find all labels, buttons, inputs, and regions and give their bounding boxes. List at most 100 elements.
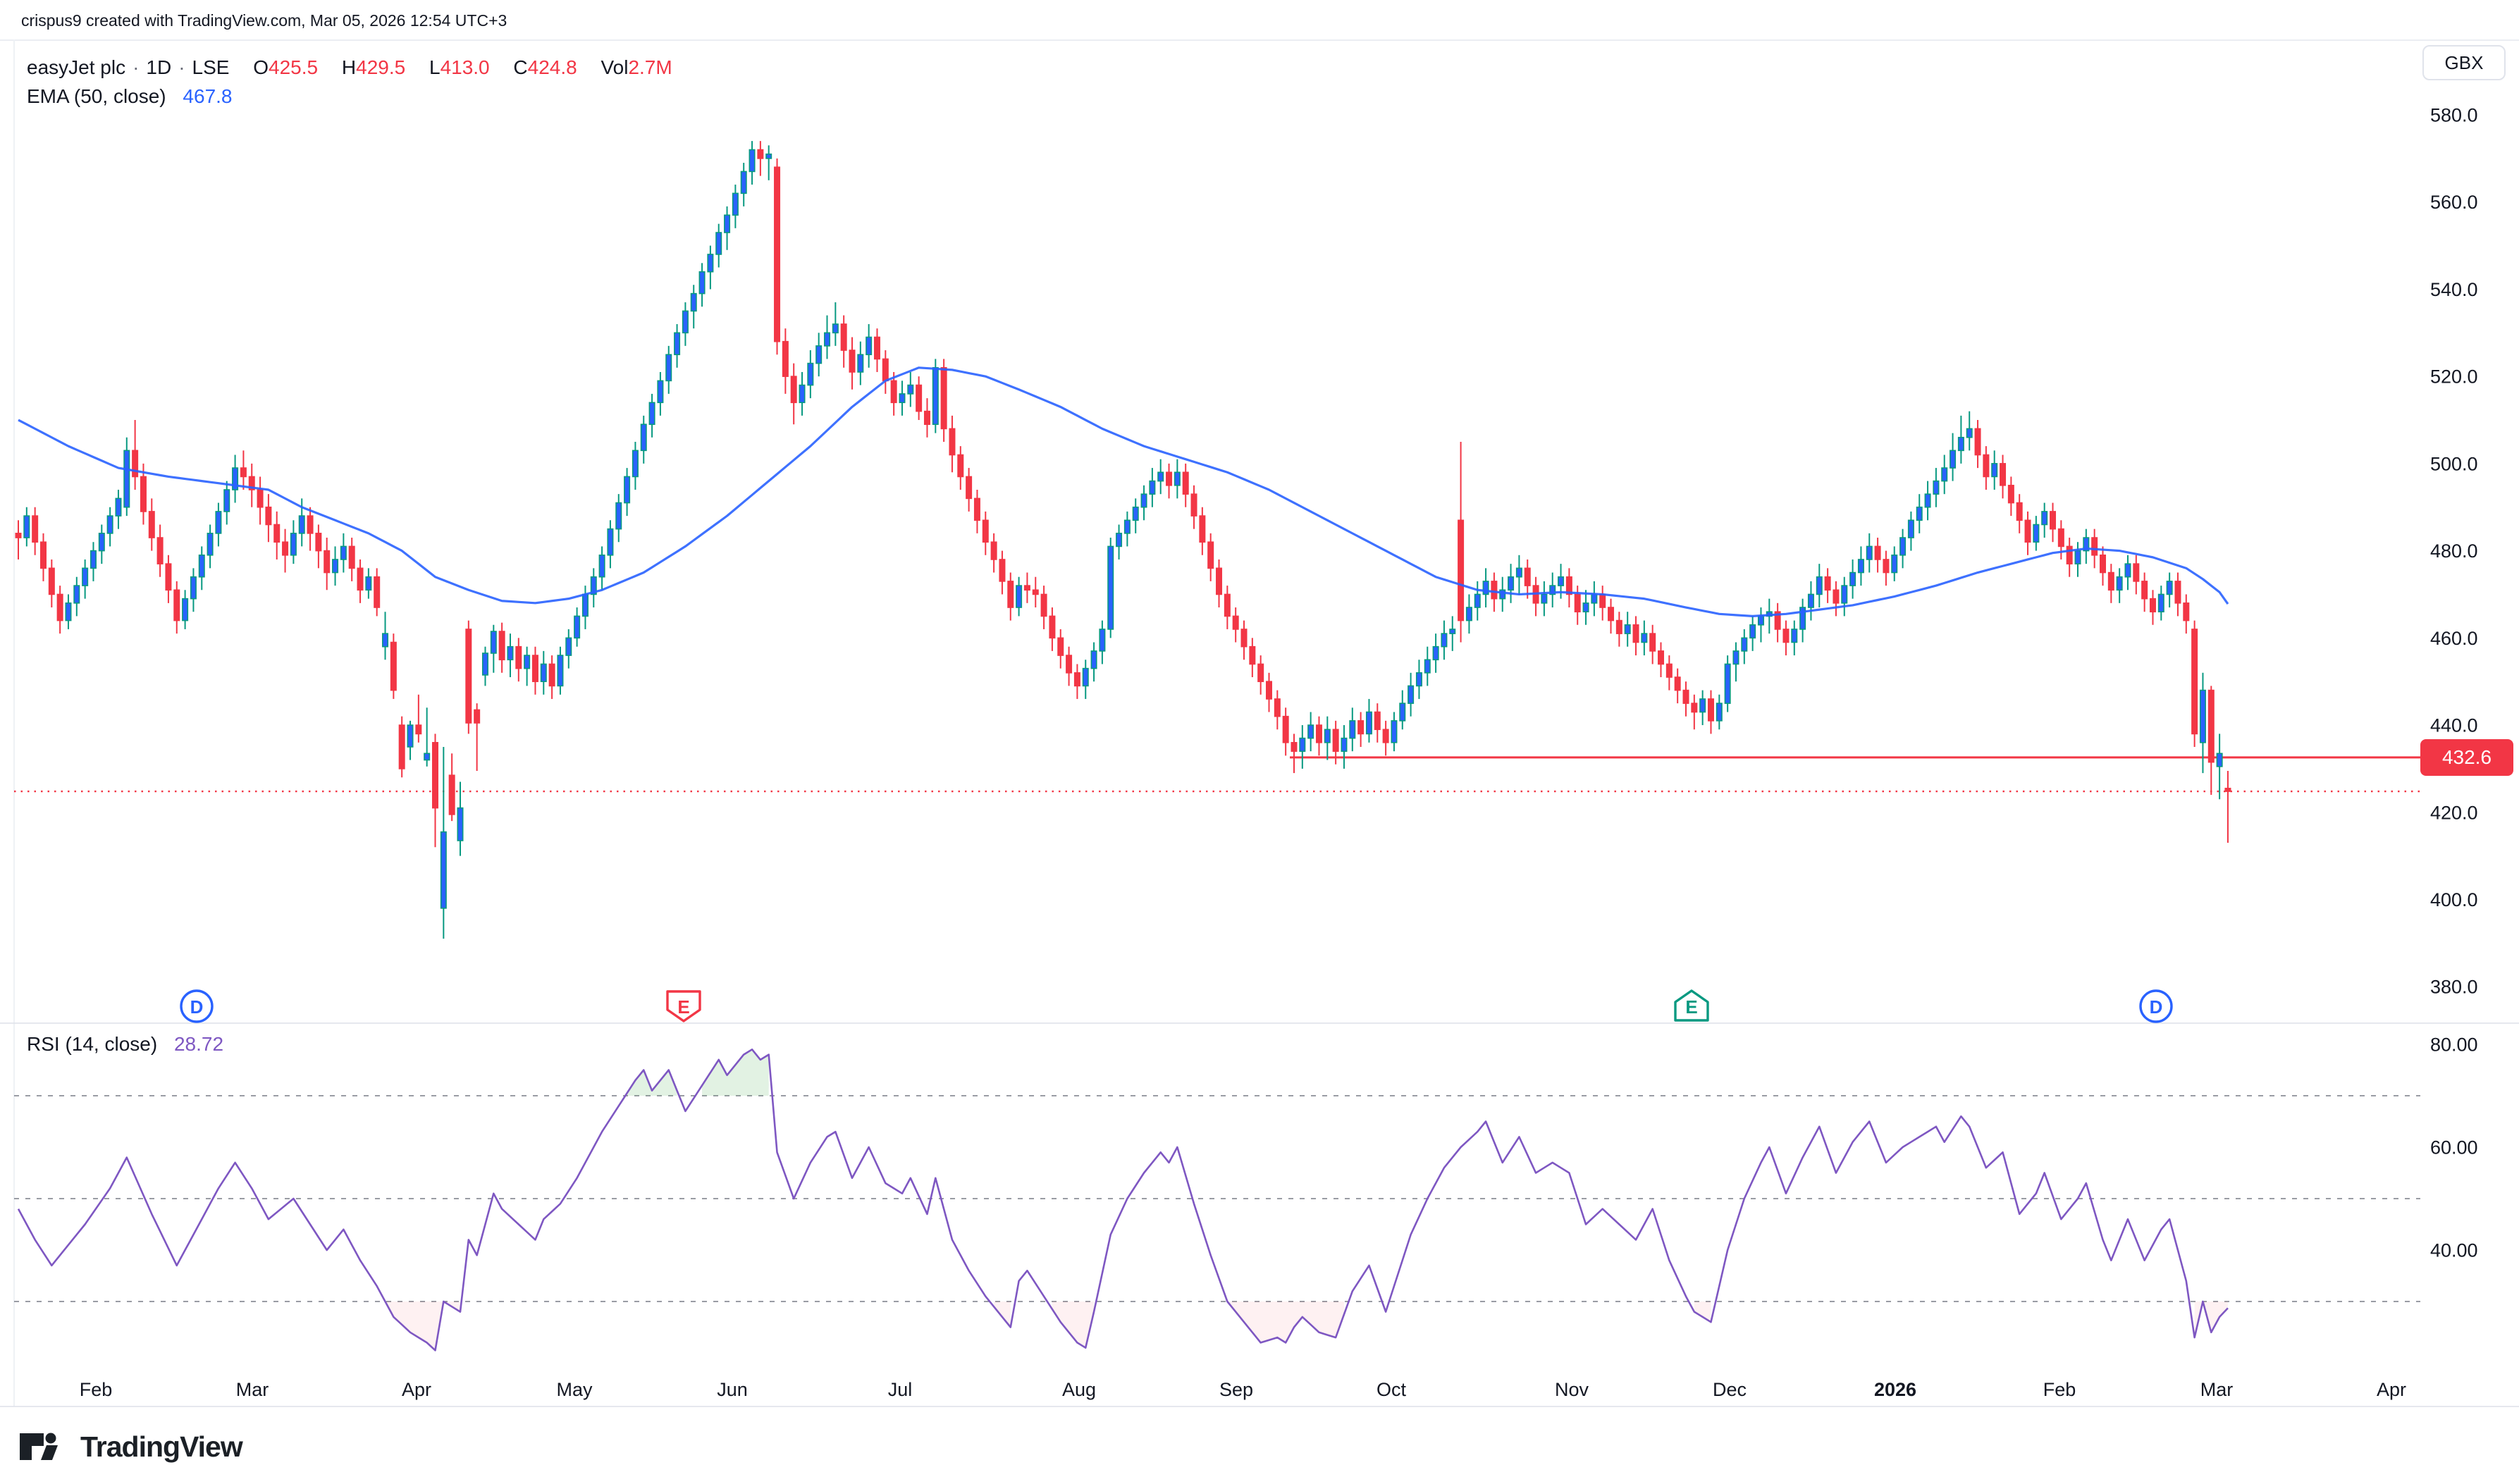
time-axis[interactable]: Feb Mar Apr May Jun Jul Aug Sep Oct Nov Dec 2026 Feb… [80, 1379, 2406, 1400]
candle-body [2100, 554, 2107, 574]
candle-body [849, 350, 856, 373]
candle-body [1933, 480, 1940, 495]
candle-body [1950, 450, 1957, 469]
candle-body [581, 593, 589, 617]
candle-body [832, 323, 839, 334]
candle-body [1123, 519, 1131, 534]
candle-body [2016, 502, 2023, 521]
candle-body [1966, 428, 1973, 438]
candle-body [307, 515, 314, 534]
low-value: 413.0 [440, 56, 490, 78]
candle-body [324, 550, 331, 574]
candle-body [1365, 711, 1372, 735]
close-label: C424.8 [513, 56, 577, 78]
candle-body [2183, 602, 2190, 622]
candle-body [1207, 541, 1214, 569]
candle-body [1324, 729, 1331, 743]
ema-legend[interactable]: EMA (50, close) 467.8 [27, 85, 233, 108]
candle-body [765, 153, 772, 159]
candle-body [807, 362, 814, 386]
candle-body [1174, 471, 1181, 486]
candle-body [515, 645, 522, 669]
candle-body [98, 533, 105, 552]
attribution-text: crispus9 created with TradingView.com, M… [21, 11, 507, 30]
candle-body [799, 384, 806, 404]
marker-letter: E [1685, 996, 1697, 1018]
candle-body [507, 645, 514, 661]
candle-body [1149, 480, 1156, 495]
candle-body [782, 340, 789, 377]
candle-body [1190, 493, 1197, 517]
time-axis-label-Jun: Jun [717, 1379, 748, 1400]
candle-body [198, 554, 205, 578]
candle-body [173, 589, 180, 622]
price-axis[interactable]: 580.0 560.0 540.0 520.0 500.0 480.0 460.0 440.0… [2430, 105, 2478, 1261]
candle-body [1432, 645, 1439, 661]
exchange-label: LSE [192, 56, 230, 78]
candle-body [740, 171, 747, 194]
candle-body [2224, 787, 2231, 792]
candle-body [298, 515, 305, 534]
candle-body [1132, 506, 1139, 521]
candle-body [982, 519, 989, 543]
candle-body [1883, 559, 1890, 574]
candle-body [90, 550, 97, 569]
symbol-legend[interactable]: easyJet plc · 1D · LSE O425.5 H429.5 L413.0 … [27, 56, 672, 79]
candle-body [1066, 655, 1073, 674]
time-axis-label-Apr: Apr [402, 1379, 431, 1400]
candle-body [732, 192, 739, 216]
candle-body [632, 450, 639, 478]
candles-layer [15, 141, 2231, 939]
candle-body [1315, 724, 1322, 743]
ema-value: 467.8 [183, 85, 233, 107]
candle-body [1274, 698, 1281, 717]
tradingview-logo-link[interactable]: TradingView [20, 1426, 243, 1467]
candle-body [1732, 650, 1739, 665]
candle-body [1216, 567, 1223, 595]
candle-body [1232, 615, 1239, 630]
candle-body [840, 323, 847, 351]
candle-body [882, 358, 889, 382]
candle-body [2199, 689, 2206, 743]
candle-body [674, 332, 681, 356]
candle-body [48, 567, 55, 595]
candle-body [866, 336, 873, 356]
candle-body [1807, 593, 1814, 608]
candle-body [340, 545, 347, 560]
candle-body [156, 537, 164, 564]
candle-body [873, 336, 880, 360]
candle-body [73, 585, 80, 604]
candle-body [1249, 645, 1256, 665]
earnings-marker[interactable]: E [666, 990, 701, 1022]
candle-body [357, 567, 364, 591]
dividend-marker[interactable]: D [2139, 989, 2173, 1023]
price-axis-label: 500.0 [2430, 453, 2478, 474]
time-axis-label-Aug: Aug [1062, 1379, 1096, 1400]
candle-body [548, 663, 555, 687]
candle-body [1641, 633, 1648, 643]
candle-body [1782, 629, 1790, 643]
candle-body [899, 393, 906, 404]
tradingview-logo-icon [20, 1433, 58, 1460]
candle-body [2057, 528, 2064, 548]
candle-body [32, 515, 39, 543]
currency-toggle-badge[interactable]: GBX [2422, 45, 2506, 80]
candle-body [624, 476, 631, 504]
earnings-marker[interactable]: E [1674, 989, 1709, 1022]
candle-body [65, 602, 72, 622]
candle-body [1707, 698, 1714, 722]
high-label: H429.5 [341, 56, 406, 78]
rsi-legend[interactable]: RSI (14, close) 28.72 [27, 1033, 223, 1056]
candle-body [1282, 715, 1289, 743]
low-label: L413.0 [429, 56, 490, 78]
candle-body [990, 541, 997, 560]
candle-body [248, 476, 255, 490]
candle-body [749, 149, 756, 173]
candle-body [1649, 633, 1656, 652]
candle-body [724, 214, 731, 233]
dividend-marker[interactable]: D [180, 989, 214, 1023]
candle-body [490, 631, 497, 654]
header-divider [0, 39, 2519, 41]
